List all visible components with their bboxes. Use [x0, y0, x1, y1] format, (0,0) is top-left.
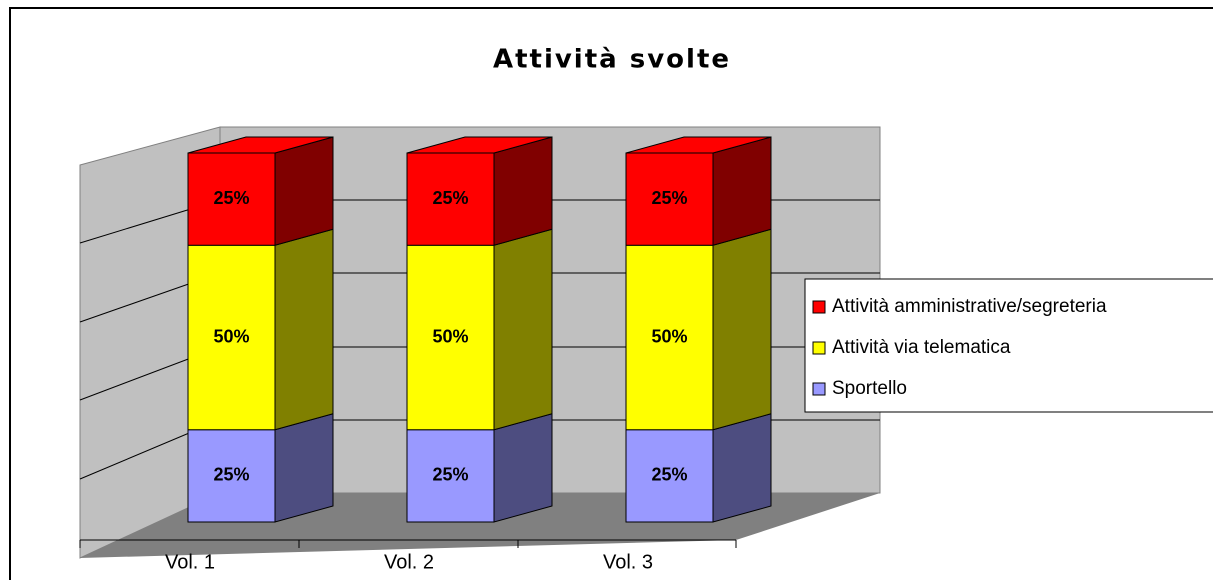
- bar-segment: [187, 152, 276, 246]
- chart-title: Attività svolte: [493, 45, 731, 75]
- x-tick-label: Vol. 2: [384, 551, 434, 573]
- x-tick-label: Vol. 1: [165, 551, 215, 573]
- bar-segment: [406, 244, 495, 431]
- data-label: 25%: [651, 465, 687, 485]
- data-label: 25%: [213, 465, 249, 485]
- bar-side: [493, 413, 553, 523]
- bar-segment: [187, 244, 276, 431]
- legend-marker: [812, 341, 826, 355]
- legend-box: [804, 278, 1213, 413]
- data-label: 50%: [213, 326, 249, 346]
- legend-marker: [812, 382, 826, 396]
- data-label: 25%: [432, 465, 468, 485]
- bar-side: [274, 228, 334, 431]
- bar-segment: [625, 429, 714, 523]
- bar-segment: [406, 429, 495, 523]
- data-label: 25%: [432, 188, 468, 208]
- data-label: 50%: [651, 326, 687, 346]
- bar-top: [406, 136, 553, 154]
- legend-label: Attività amministrative/segreteria: [832, 296, 1107, 317]
- legend-label: Attività via telematica: [832, 337, 1011, 358]
- x-tick-label: Vol. 3: [603, 551, 653, 573]
- data-label: 50%: [432, 326, 468, 346]
- legend-marker: [812, 300, 826, 314]
- legend-label: Sportello: [832, 378, 907, 399]
- bar-side: [274, 413, 334, 523]
- bar-side: [493, 136, 553, 246]
- data-label: 25%: [651, 188, 687, 208]
- bar-segment: [625, 152, 714, 246]
- bar-side: [493, 228, 553, 431]
- bar-side: [712, 413, 772, 523]
- bar-segment: [187, 429, 276, 523]
- data-label: 25%: [213, 188, 249, 208]
- bar-segment: [625, 244, 714, 431]
- bar-top: [625, 136, 772, 154]
- bar-top: [187, 136, 334, 154]
- bar-side: [274, 136, 334, 246]
- bar-side: [712, 228, 772, 431]
- bar-side: [712, 136, 772, 246]
